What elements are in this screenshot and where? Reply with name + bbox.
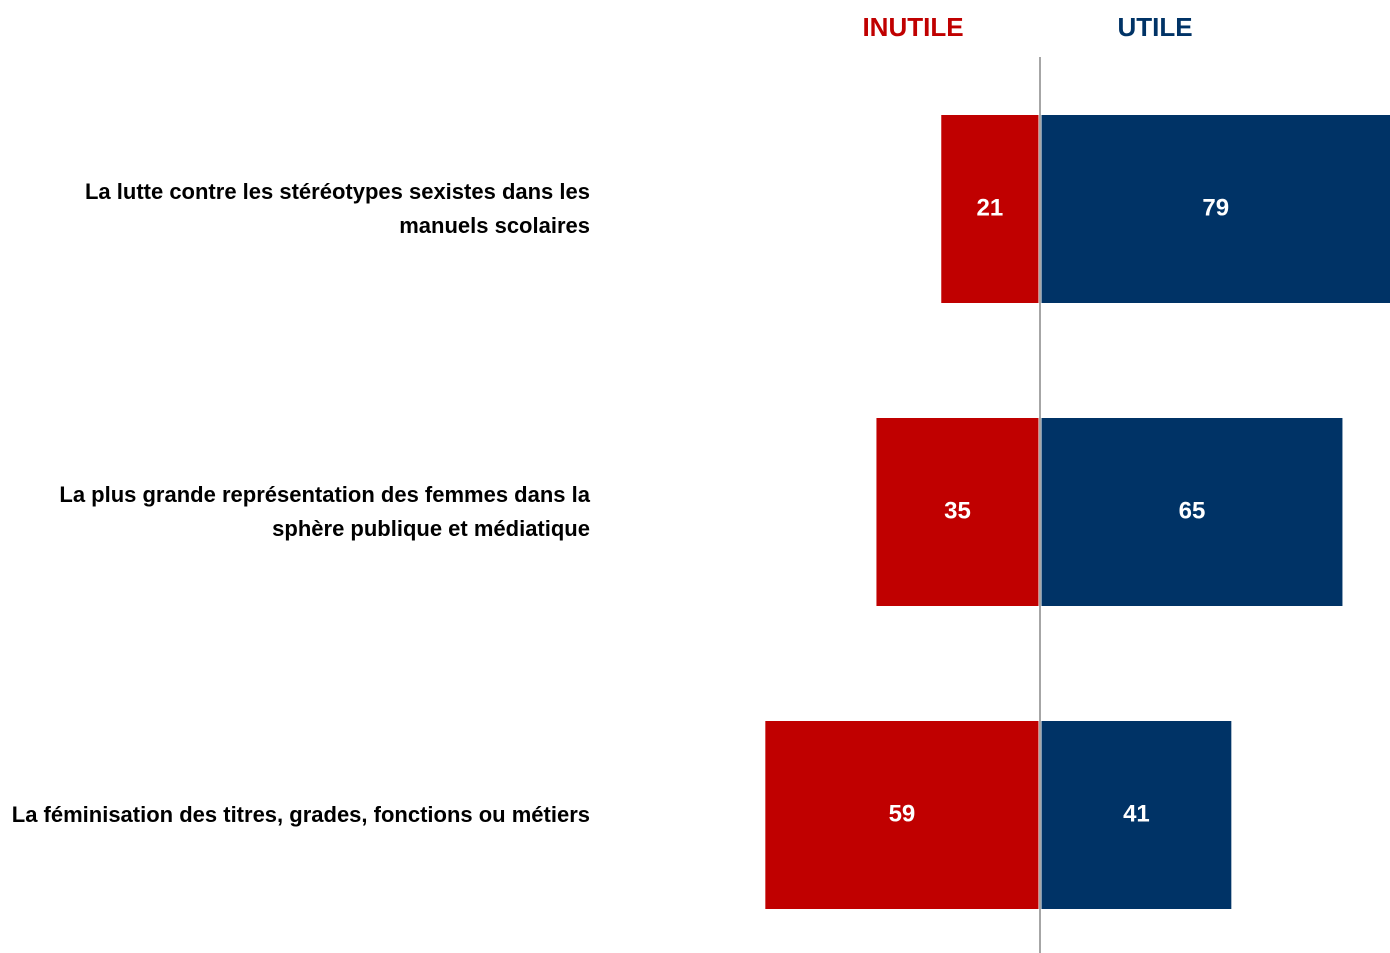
value-label: 65 (1179, 497, 1206, 524)
bar (941, 115, 1039, 303)
bar (765, 721, 1039, 909)
value-label: 41 (1123, 800, 1150, 827)
category-label: La féminisation des titres, grades, fonc… (0, 770, 590, 860)
category-label: La plus grande représentation des femmes… (0, 467, 590, 557)
bar (876, 418, 1039, 606)
value-label: 21 (977, 194, 1004, 221)
bar (1041, 115, 1390, 303)
category-text: La plus grande représentation des femmes… (59, 482, 590, 541)
value-label: 59 (889, 800, 916, 827)
category-text: La féminisation des titres, grades, fonc… (11, 802, 590, 827)
category-label: La lutte contre les stéréotypes sexistes… (0, 164, 590, 254)
value-label: 35 (944, 497, 971, 524)
legend-label: UTILE (1117, 12, 1192, 42)
bar (1041, 721, 1232, 909)
legend-label: INUTILE (862, 12, 963, 42)
bar (1041, 418, 1343, 606)
value-label: 79 (1202, 194, 1229, 221)
category-text: La lutte contre les stéréotypes sexistes… (84, 179, 590, 238)
